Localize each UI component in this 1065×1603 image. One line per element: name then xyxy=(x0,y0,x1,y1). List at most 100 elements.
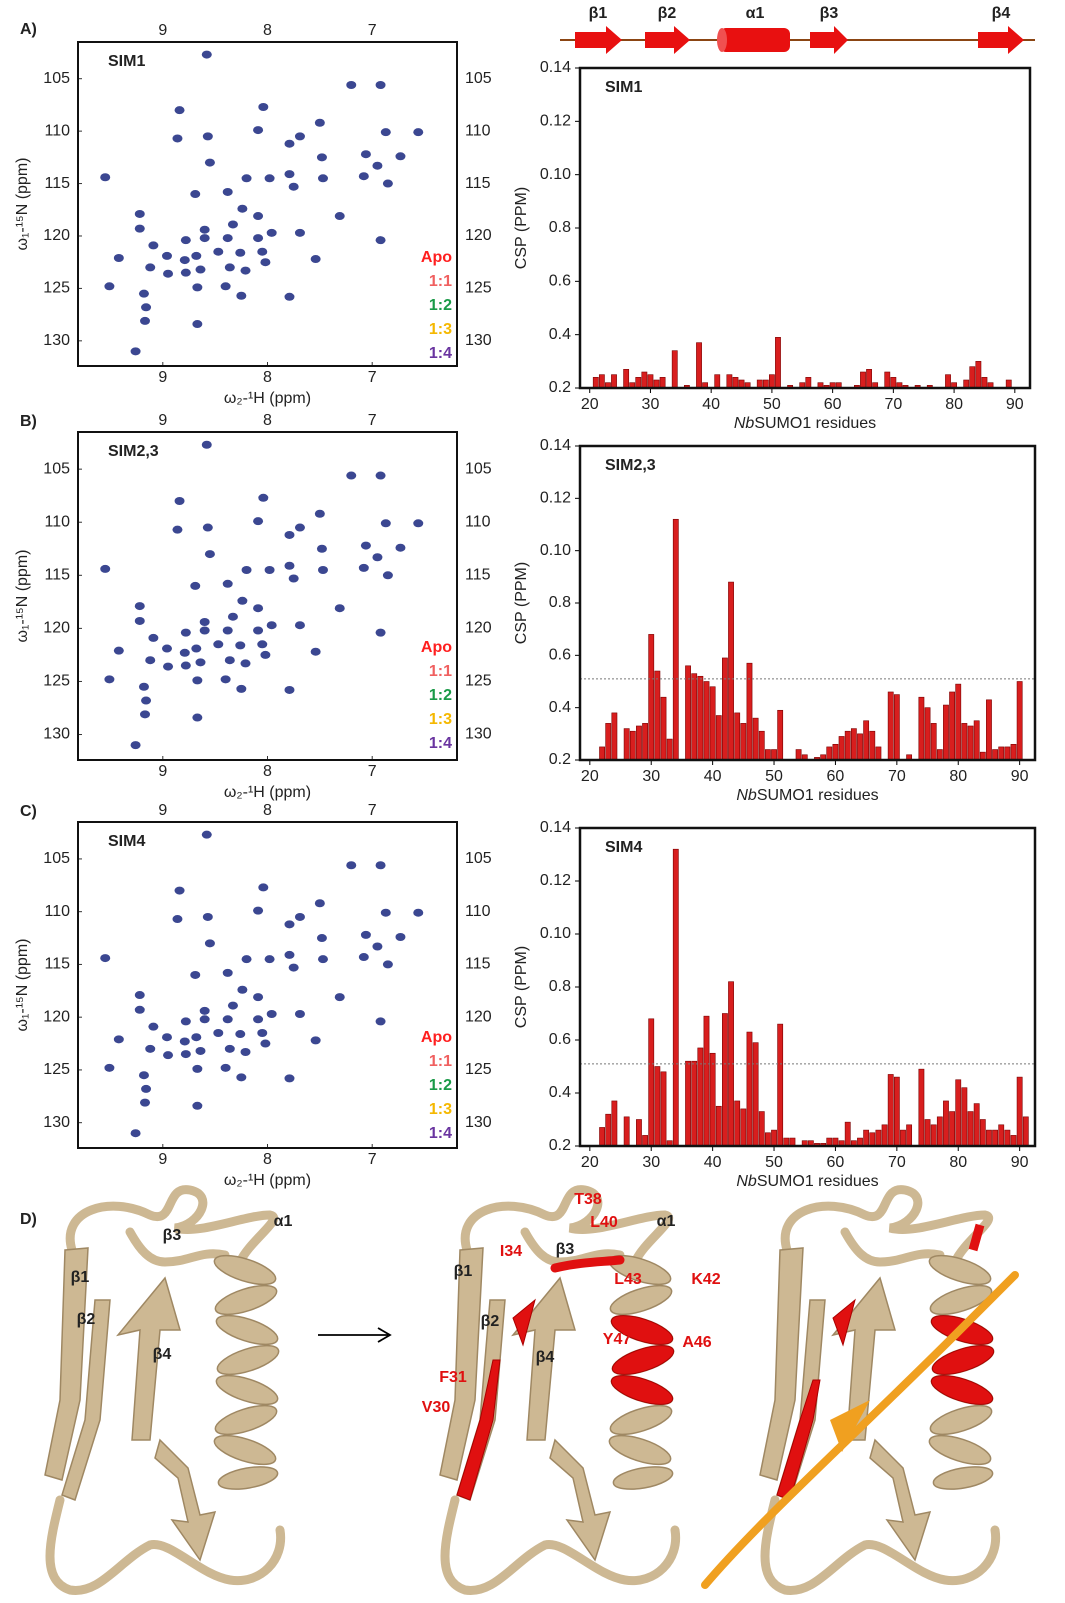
peak xyxy=(258,103,269,112)
x-tick-label: 90 xyxy=(1011,1154,1029,1171)
x-tick-label: 20 xyxy=(581,768,599,785)
y-tick-label: 120 xyxy=(43,620,70,637)
x-tick-label: 30 xyxy=(642,396,660,413)
y-tick-label: 0.10 xyxy=(540,925,571,942)
x-axis-title-part: SUMO1 residues xyxy=(757,1173,879,1190)
peak xyxy=(316,153,327,162)
y-tick-label: 125 xyxy=(43,1061,70,1078)
peak xyxy=(180,268,191,277)
x-tick-label: 60 xyxy=(824,396,842,413)
x-tick-label: 60 xyxy=(827,768,845,785)
bar xyxy=(1004,746,1011,761)
bar xyxy=(838,736,845,761)
bar xyxy=(943,704,949,761)
structure-label: β2 xyxy=(77,1311,96,1328)
peak xyxy=(253,1015,264,1024)
peak xyxy=(241,565,252,574)
peak xyxy=(346,471,357,480)
x-tick-label: 9 xyxy=(158,22,167,39)
bar xyxy=(691,673,698,761)
y-tick-label: 115 xyxy=(44,175,70,192)
peak xyxy=(224,1044,235,1053)
peak xyxy=(284,950,295,959)
peak xyxy=(179,256,190,265)
bar xyxy=(875,746,882,761)
y-tick-label: 0.2 xyxy=(549,379,571,396)
bar xyxy=(715,1105,722,1147)
bar xyxy=(654,1066,661,1147)
peak xyxy=(227,1001,238,1010)
peak xyxy=(213,640,224,649)
peak xyxy=(235,248,246,257)
x-tick-label: 9 xyxy=(158,1151,167,1168)
peak xyxy=(240,659,251,668)
peak xyxy=(372,161,383,170)
structure-label: β3 xyxy=(556,1241,575,1258)
bar xyxy=(696,342,702,389)
peak xyxy=(314,509,325,518)
peak xyxy=(100,173,111,182)
bar xyxy=(844,1121,851,1147)
x-tick-label: 90 xyxy=(1006,396,1024,413)
bar xyxy=(636,1119,642,1147)
x-tick-label: 9 xyxy=(158,763,167,780)
peak xyxy=(284,139,295,148)
peak xyxy=(130,741,141,750)
y-tick-label: 120 xyxy=(465,227,492,244)
peak xyxy=(192,320,203,329)
bar xyxy=(654,670,661,761)
x-axis-title: ω₂-¹H (ppm) xyxy=(224,390,311,407)
peak xyxy=(358,563,369,572)
peak xyxy=(257,1029,268,1038)
bar xyxy=(691,1060,698,1147)
bar xyxy=(1016,1076,1023,1147)
bar xyxy=(611,374,617,389)
x-tick-label: 50 xyxy=(765,768,783,785)
x-tick-label: 80 xyxy=(949,768,967,785)
peak xyxy=(148,633,159,642)
x-tick-label: 8 xyxy=(263,412,272,429)
bar xyxy=(703,681,710,761)
bar xyxy=(961,1087,968,1147)
peak xyxy=(145,263,156,272)
structure-label: β1 xyxy=(71,1269,90,1286)
peak xyxy=(190,581,201,590)
y-tick-label: 115 xyxy=(44,567,70,584)
peak xyxy=(288,963,299,972)
peak xyxy=(148,1022,159,1031)
peak xyxy=(382,179,393,188)
y-tick-label: 120 xyxy=(43,1008,70,1025)
legend-entry: 1:3 xyxy=(429,321,452,338)
x-axis-title-part: Nb xyxy=(736,1173,757,1190)
peak xyxy=(172,134,183,143)
x-tick-label: 7 xyxy=(368,412,377,429)
ss-label: β3 xyxy=(820,5,839,22)
y-axis-title: CSP (PPM) xyxy=(513,946,530,1028)
x-tick-label: 8 xyxy=(263,763,272,780)
chart-title: SIM1 xyxy=(108,53,145,70)
peak xyxy=(227,612,238,621)
peak xyxy=(220,1063,231,1072)
bar xyxy=(805,377,812,389)
y-tick-label: 130 xyxy=(465,332,492,349)
peak xyxy=(141,696,152,705)
x-tick-label: 70 xyxy=(884,396,902,413)
bar xyxy=(685,665,691,761)
bar xyxy=(930,1124,937,1147)
peak xyxy=(260,1039,271,1048)
structure-label: Y47 xyxy=(603,1331,632,1348)
x-axis-title: ω₂-¹H (ppm) xyxy=(224,784,311,801)
peak xyxy=(264,565,275,574)
peak xyxy=(294,523,305,532)
peak xyxy=(266,621,277,630)
peak xyxy=(294,912,305,921)
x-tick-label: 40 xyxy=(704,1154,722,1171)
bar xyxy=(592,377,599,389)
peak xyxy=(380,908,391,917)
peak xyxy=(148,241,159,250)
bar xyxy=(860,371,866,389)
peak xyxy=(192,713,203,722)
bar xyxy=(648,1018,655,1147)
highlight-middle xyxy=(456,1255,675,1501)
